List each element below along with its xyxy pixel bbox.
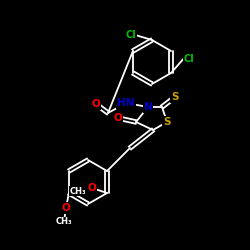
Text: S: S	[163, 117, 171, 127]
Text: N: N	[144, 102, 152, 112]
Text: O: O	[114, 113, 122, 123]
Text: O: O	[62, 203, 70, 213]
Text: S: S	[171, 92, 179, 102]
Text: HN: HN	[117, 98, 135, 108]
Text: Cl: Cl	[184, 54, 194, 64]
Text: CH₃: CH₃	[70, 186, 86, 196]
Text: CH₃: CH₃	[56, 218, 72, 226]
Text: O: O	[92, 99, 100, 109]
Text: Cl: Cl	[125, 30, 136, 40]
Text: O: O	[88, 183, 96, 193]
